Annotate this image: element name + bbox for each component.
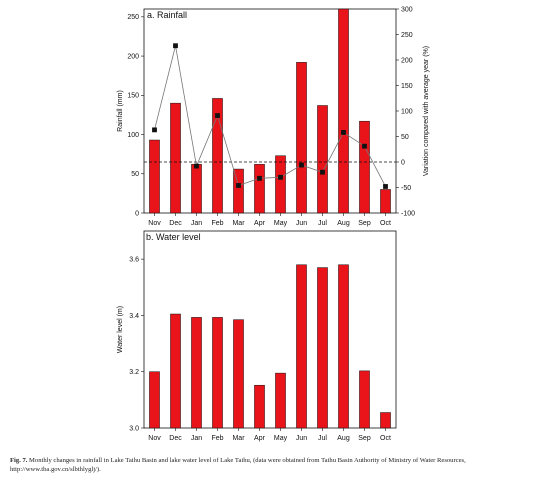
rainfall-y2-tick-label: 100 xyxy=(401,108,413,115)
caption-link[interactable]: http://www.tba.gov.cn/slbthlyglj/ xyxy=(10,466,97,473)
water-level-bar xyxy=(338,264,349,429)
water-level-x-tick-label: Aug xyxy=(337,435,350,442)
rainfall-x-tick-label: Aug xyxy=(337,220,350,227)
rainfall-variation-marker xyxy=(257,175,262,181)
water-level-bar xyxy=(170,313,181,429)
rainfall-marks: 0 50 100 150 200 250 Nov Dec Jan Feb Mar Apr May Jun J… xyxy=(127,6,415,227)
water-level-x-tick-label: Mar xyxy=(232,435,245,442)
rainfall-variation-marker xyxy=(236,183,241,188)
rainfall-variation-marker xyxy=(362,143,367,149)
rainfall-y2-tick-label: -100 xyxy=(401,210,415,217)
water-level-bar xyxy=(233,319,244,429)
caption-tail: ). xyxy=(96,466,101,473)
rainfall-bar xyxy=(275,155,286,214)
water-level-plot-frame xyxy=(143,230,397,429)
water-level-y-axis-label: Water level (m) xyxy=(117,306,124,353)
rainfall-y-tick-label: 100 xyxy=(127,132,139,139)
water-level-bar xyxy=(212,317,223,429)
water-level-bar xyxy=(359,370,370,429)
rainfall-panel: a. Rainfall Rainfall (mm) Variation comp… xyxy=(117,6,430,227)
rainfall-x-tick-label: Dec xyxy=(169,220,182,227)
rainfall-y2-tick-label: 50 xyxy=(401,134,409,141)
rainfall-bar xyxy=(233,168,244,214)
water-level-panel-title: b. Water level xyxy=(146,232,201,242)
rainfall-y-axis-label: Rainfall (mm) xyxy=(117,90,124,132)
rainfall-x-tick-label: Mar xyxy=(232,220,245,227)
rainfall-variation-marker xyxy=(341,130,346,135)
rainfall-bar xyxy=(170,102,181,214)
rainfall-y2-tick-label: -50 xyxy=(401,185,411,192)
caption-label: Fig. 7. xyxy=(10,457,28,464)
water-level-x-tick-label: Nov xyxy=(148,435,161,442)
rainfall-y-tick-label: 200 xyxy=(127,53,139,60)
water-level-x-tick-label: Feb xyxy=(211,435,223,442)
water-level-bar xyxy=(296,264,307,429)
water-level-y-tick-label: 3.4 xyxy=(129,313,139,320)
rainfall-y2-tick-label: 250 xyxy=(401,32,413,39)
rainfall-x-tick-label: Sep xyxy=(358,220,371,227)
water-level-bar xyxy=(317,267,328,429)
rainfall-y-tick-label: 250 xyxy=(127,14,139,21)
rainfall-x-tick-label: Apr xyxy=(254,220,266,227)
rainfall-x-tick-label: Jul xyxy=(318,220,327,227)
rainfall-y2-tick-label: 0 xyxy=(401,159,405,166)
rainfall-bar xyxy=(359,120,370,214)
rainfall-variation-marker xyxy=(320,169,325,175)
rainfall-y2-tick-label: 300 xyxy=(401,6,413,13)
rainfall-x-tick-label: Nov xyxy=(148,220,161,227)
rainfall-variation-line xyxy=(154,45,386,187)
water-level-x-tick-label: Sep xyxy=(358,435,371,442)
water-level-marks: 3.0 3.2 3.4 3.6 Nov Dec Jan Feb Mar Apr May Jun Jul A… xyxy=(129,257,391,442)
water-level-x-tick-label: Jan xyxy=(191,435,202,442)
water-level-bar xyxy=(254,384,265,429)
water-level-x-tick-label: Jun xyxy=(296,435,307,442)
rainfall-bar xyxy=(338,8,349,214)
rainfall-variation-marker xyxy=(383,184,388,189)
rainfall-plot-frame xyxy=(143,8,397,214)
rainfall-variation-marker xyxy=(173,43,178,49)
water-level-bar xyxy=(191,317,202,429)
caption-text: Monthly changes in rainfall in Lake Taih… xyxy=(27,457,466,464)
rainfall-x-tick-label: Feb xyxy=(211,220,223,227)
water-level-x-tick-label: Dec xyxy=(169,435,182,442)
figure-caption: Fig. 7. Monthly changes in rainfall in L… xyxy=(10,456,546,474)
rainfall-variation-marker xyxy=(278,174,283,180)
water-level-bar xyxy=(275,372,286,429)
water-level-x-tick-label: Apr xyxy=(254,435,266,442)
rainfall-y2-tick-label: 150 xyxy=(401,83,413,90)
rainfall-x-tick-label: Jun xyxy=(296,220,307,227)
rainfall-bar xyxy=(191,164,202,214)
water-level-bar xyxy=(380,412,391,429)
rainfall-bar xyxy=(149,139,160,214)
rainfall-bar xyxy=(317,105,328,214)
water-level-x-tick-label: Jul xyxy=(318,435,327,442)
rainfall-x-tick-label: May xyxy=(274,220,288,227)
variation-y2-axis-label: Variation compared with average year (%) xyxy=(423,46,430,176)
rainfall-y2-tick-label: 200 xyxy=(401,57,413,64)
rainfall-y-tick-label: 150 xyxy=(127,93,139,100)
water-level-y-tick-label: 3.2 xyxy=(129,369,139,376)
rainfall-bar xyxy=(296,62,307,214)
water-level-panel: b. Water level Water level (m) 3.0 3.2 3.4… xyxy=(117,230,397,442)
water-level-x-tick-label: May xyxy=(274,435,288,442)
rainfall-x-tick-label: Jan xyxy=(191,220,202,227)
rainfall-variation-marker xyxy=(152,127,157,133)
rainfall-variation-marker xyxy=(299,162,304,168)
rainfall-bar xyxy=(380,189,391,214)
rainfall-bar xyxy=(254,164,265,214)
rainfall-x-tick-label: Oct xyxy=(380,220,391,227)
rainfall-y-tick-label: 0 xyxy=(135,210,139,217)
water-level-y-tick-label: 3.6 xyxy=(129,257,139,264)
water-level-y-tick-label: 3.0 xyxy=(129,425,139,432)
rainfall-panel-title: a. Rainfall xyxy=(147,10,187,20)
water-level-bar xyxy=(149,371,160,429)
rainfall-variation-marker xyxy=(215,113,220,118)
rainfall-variation-marker xyxy=(194,163,199,169)
water-level-x-tick-label: Oct xyxy=(380,435,391,442)
rainfall-y-tick-label: 50 xyxy=(131,171,139,178)
